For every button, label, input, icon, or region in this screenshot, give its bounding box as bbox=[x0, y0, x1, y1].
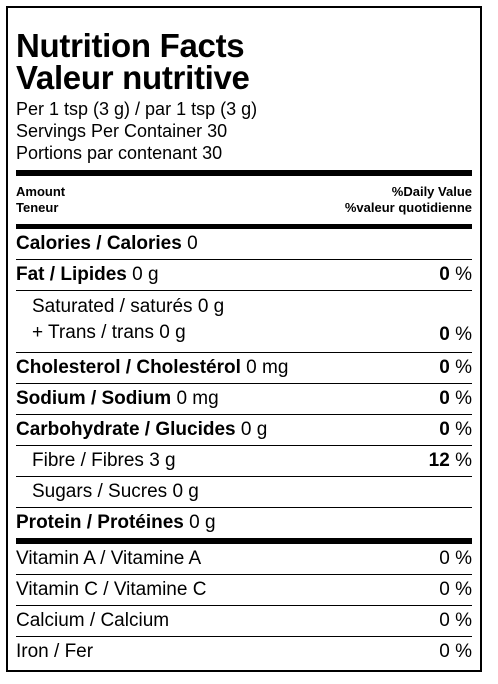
sodium-percent-unit: % bbox=[455, 388, 472, 409]
calcium-label: Calcium / Calcium bbox=[16, 610, 170, 631]
vitamin-c-label: Vitamin C / Vitamine C bbox=[16, 579, 207, 600]
calories-row: Calories / Calories 0 bbox=[16, 229, 472, 259]
sodium-percent: 0 bbox=[439, 388, 450, 409]
sodium-value: 0 mg bbox=[176, 388, 219, 409]
saturated-label: Saturated / saturés 0 g bbox=[32, 296, 225, 317]
protein-label: Protein / Protéines bbox=[16, 512, 184, 533]
carbohydrate-label: Carbohydrate / Glucides bbox=[16, 419, 236, 440]
nutrition-facts-label: Nutrition Facts Valeur nutritive Per 1 t… bbox=[6, 6, 482, 672]
divider bbox=[16, 574, 472, 575]
vitamin-c-row: Vitamin C / Vitamine C 0 % bbox=[16, 575, 472, 605]
fibre-label: Fibre / Fibres 3 g bbox=[32, 450, 176, 471]
cholesterol-value: 0 mg bbox=[246, 357, 289, 378]
iron-percent: 0 % bbox=[439, 641, 472, 662]
amount-label-english: Amount bbox=[16, 184, 66, 199]
vitamin-a-row: Vitamin A / Vitamine A 0 % bbox=[16, 544, 472, 574]
divider bbox=[16, 476, 472, 477]
cholesterol-percent: 0 bbox=[439, 357, 450, 378]
trans-label: + Trans / trans 0 g bbox=[32, 322, 186, 343]
divider bbox=[16, 445, 472, 446]
servings-per-container-english: Servings Per Container 30 bbox=[16, 121, 228, 141]
calories-value: 0 bbox=[187, 233, 198, 254]
vitamin-a-label: Vitamin A / Vitamine A bbox=[16, 548, 202, 569]
divider bbox=[16, 383, 472, 384]
saturated-trans-row: Saturated / saturés 0 g + Trans / trans … bbox=[16, 291, 472, 352]
fibre-percent-unit: % bbox=[455, 450, 472, 471]
divider bbox=[16, 414, 472, 415]
fat-value: 0 g bbox=[132, 264, 159, 285]
daily-value-label-english: %Daily Value bbox=[391, 184, 472, 199]
fat-row: Fat / Lipides 0 g 0 % bbox=[16, 260, 472, 290]
servings-per-container-french: Portions par contenant 30 bbox=[16, 143, 223, 163]
serving-size: Per 1 tsp (3 g) / par 1 tsp (3 g) bbox=[16, 99, 258, 119]
vitamin-a-percent: 0 % bbox=[439, 548, 472, 569]
sugars-label: Sugars / Sucres 0 g bbox=[32, 481, 199, 502]
carbohydrate-row: Carbohydrate / Glucides 0 g 0 % bbox=[16, 415, 472, 445]
carbohydrate-percent-unit: % bbox=[455, 419, 472, 440]
sodium-label: Sodium / Sodium bbox=[16, 388, 172, 409]
carbohydrate-value: 0 g bbox=[240, 419, 268, 440]
protein-value: 0 g bbox=[189, 512, 216, 533]
divider bbox=[16, 259, 472, 260]
iron-label: Iron / Fer bbox=[16, 641, 94, 662]
divider bbox=[16, 605, 472, 606]
daily-value-label-french: %valeur quotidienne bbox=[344, 200, 472, 215]
calcium-row: Calcium / Calcium 0 % bbox=[16, 606, 472, 636]
divider-medium bbox=[16, 224, 472, 229]
fat-percent-unit: % bbox=[455, 264, 472, 285]
calcium-percent: 0 % bbox=[439, 610, 472, 631]
sodium-row: Sodium / Sodium 0 mg 0 % bbox=[16, 384, 472, 414]
divider bbox=[16, 636, 472, 637]
title-french: Valeur nutritive bbox=[16, 59, 250, 96]
divider bbox=[16, 290, 472, 291]
divider-thick bbox=[16, 170, 472, 176]
amount-label-french: Teneur bbox=[16, 200, 59, 215]
cholesterol-row: Cholesterol / Cholestérol 0 mg 0 % bbox=[16, 353, 472, 383]
carbohydrate-percent: 0 bbox=[439, 419, 450, 440]
vitamin-c-percent: 0 % bbox=[439, 579, 472, 600]
divider bbox=[16, 507, 472, 508]
protein-row: Protein / Protéines 0 g bbox=[16, 508, 472, 538]
divider bbox=[16, 352, 472, 353]
fibre-percent: 12 bbox=[428, 450, 450, 471]
fibre-row: Fibre / Fibres 3 g 12 % bbox=[16, 446, 472, 476]
iron-row: Iron / Fer 0 % bbox=[16, 637, 472, 667]
cholesterol-label: Cholesterol / Cholestérol bbox=[16, 357, 241, 378]
title-english: Nutrition Facts bbox=[16, 27, 245, 64]
saturated-trans-percent-unit: % bbox=[455, 324, 472, 345]
cholesterol-percent-unit: % bbox=[455, 357, 472, 378]
fat-label: Fat / Lipides bbox=[16, 264, 127, 285]
divider-thick bbox=[16, 538, 472, 544]
fat-percent: 0 bbox=[439, 264, 450, 285]
calories-label: Calories / Calories bbox=[16, 233, 182, 254]
saturated-trans-percent: 0 bbox=[439, 324, 450, 345]
column-header: Amount Teneur %Daily Value %valeur quoti… bbox=[16, 176, 472, 224]
sugars-row: Sugars / Sucres 0 g bbox=[16, 477, 472, 507]
